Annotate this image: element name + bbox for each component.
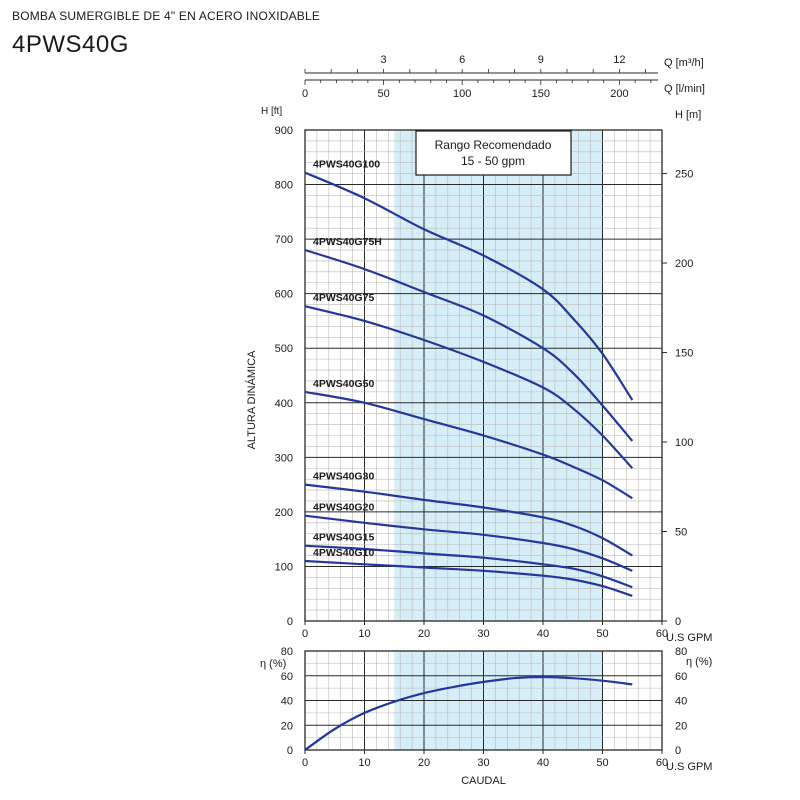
top-axis-lmin-label: 0: [302, 88, 308, 100]
head-y-tick-label: 0: [287, 616, 293, 628]
eff-x-unit-label: U.S GPM: [666, 761, 712, 773]
series-curve-4pws40g10: [304, 559, 633, 597]
top-axis-lmin-unit: Q [l/min]: [664, 83, 705, 95]
eff-x-tick-label: 50: [596, 757, 608, 769]
eff-y-unit-right: η (%): [686, 656, 712, 668]
eff-x-tick-label: 30: [477, 757, 489, 769]
top-axis-m3h-unit: Q [m³/h]: [664, 57, 704, 69]
head-y-tick-label: 900: [275, 125, 293, 137]
top-axis-lmin-label: 200: [610, 88, 628, 100]
recommended-range-label: Rango Recomendado: [435, 138, 552, 152]
head-x-tick-label: 20: [418, 628, 430, 640]
eff-y-tick-label-right: 20: [675, 720, 687, 732]
head-x-tick-label: 40: [537, 628, 549, 640]
head-x-tick-label: 60: [656, 628, 668, 640]
series-label: 4PWS40G75H: [313, 236, 382, 248]
eff-x-tick-label: 20: [418, 757, 430, 769]
series-curve-4pws40g75: [304, 305, 634, 469]
series-curve-4pws40g50: [304, 390, 633, 500]
head-x-unit-label: U.S GPM: [666, 632, 712, 644]
head-y-tick-label-right: 0: [675, 616, 681, 628]
top-axis-lmin-label: 150: [532, 88, 550, 100]
series-label: 4PWS40G15: [313, 532, 374, 544]
eff-y-tick-label-right: 0: [675, 745, 681, 757]
eff-y-tick-label-right: 40: [675, 696, 687, 708]
recommended-range-box: [415, 130, 572, 176]
series-curve-4pws40g75h: [304, 248, 634, 442]
head-x-tick-label: 30: [477, 628, 489, 640]
head-y-tick-label: 800: [275, 180, 293, 192]
top-flow-axes: 3 6 9 12 Q [m³/h] 0 50 100 150 200 Q [l/min]: [302, 54, 705, 100]
eff-y-tick-label: 20: [281, 720, 293, 732]
eff-x-tick-label: 10: [358, 757, 370, 769]
head-y-tick-label: 200: [275, 507, 293, 519]
head-x-tick-label: 0: [302, 628, 308, 640]
head-recommended-band: [394, 130, 603, 621]
head-y-tick-label: 400: [275, 398, 293, 410]
series-label: 4PWS40G10: [313, 547, 374, 559]
eff-x-axis-label: CAUDAL: [461, 775, 506, 787]
top-axis-m3h-label: 3: [381, 54, 387, 66]
head-y-tick-label-right: 250: [675, 169, 693, 181]
head-chart: 0 10 20 30 40 50 60010020030040050060070080090…: [245, 106, 712, 644]
eff-x-tick-label: 40: [537, 757, 549, 769]
series-curve-4pws40g15: [304, 544, 633, 589]
head-x-tick-label: 50: [596, 628, 608, 640]
recommended-range-value: 15 - 50 gpm: [461, 154, 525, 168]
eff-y-tick-label-right: 80: [675, 646, 687, 658]
series-label: 4PWS40G75: [313, 292, 374, 304]
chart-title: 4PWS40G: [12, 31, 129, 58]
top-axis-m3h-label: 6: [459, 54, 465, 66]
series-label: 4PWS40G20: [313, 502, 374, 514]
head-y-tick-label: 700: [275, 234, 293, 246]
eff-y-tick-label: 0: [287, 745, 293, 757]
series-curve-4pws40g100: [304, 171, 634, 401]
top-axis-lmin-label: 50: [377, 88, 389, 100]
top-axis-m3h-label: 9: [538, 54, 544, 66]
head-y-tick-label-right: 100: [675, 437, 693, 449]
series-label: 4PWS40G30: [313, 471, 374, 483]
efficiency-curve: [304, 675, 633, 751]
head-y-tick-label: 500: [275, 343, 293, 355]
head-y-tick-label-right: 150: [675, 348, 693, 360]
eff-y-tick-label: 40: [281, 696, 293, 708]
eff-y-unit-left: η (%): [260, 658, 286, 670]
head-y-axis-label: ALTURA DINÁMICA: [245, 350, 258, 449]
chart-subtitle: BOMBA SUMERGIBLE DE 4" EN ACERO INOXIDAB…: [12, 9, 321, 23]
head-y-tick-label-right: 200: [675, 258, 693, 270]
head-x-tick-label: 10: [358, 628, 370, 640]
eff-y-tick-label: 60: [281, 671, 293, 683]
head-y-tick-label-right: 50: [675, 527, 687, 539]
series-label: 4PWS40G100: [313, 159, 380, 171]
head-y-unit-right: H [m]: [675, 109, 701, 121]
eff-x-tick-label: 60: [656, 757, 668, 769]
head-y-tick-label: 100: [275, 561, 293, 573]
series-curve-4pws40g30: [304, 483, 633, 557]
head-y-unit-left: H [ft]: [261, 106, 282, 117]
top-axis-lmin-label: 100: [453, 88, 471, 100]
top-axis-m3h-label: 12: [613, 54, 625, 66]
head-y-tick-label: 300: [275, 452, 293, 464]
eff-y-tick-label-right: 60: [675, 671, 687, 683]
eff-x-tick-label: 0: [302, 757, 308, 769]
series-curve-4pws40g20: [304, 514, 633, 572]
series-label: 4PWS40G50: [313, 378, 374, 390]
head-y-tick-label: 600: [275, 289, 293, 301]
eff-y-tick-label: 80: [281, 646, 293, 658]
